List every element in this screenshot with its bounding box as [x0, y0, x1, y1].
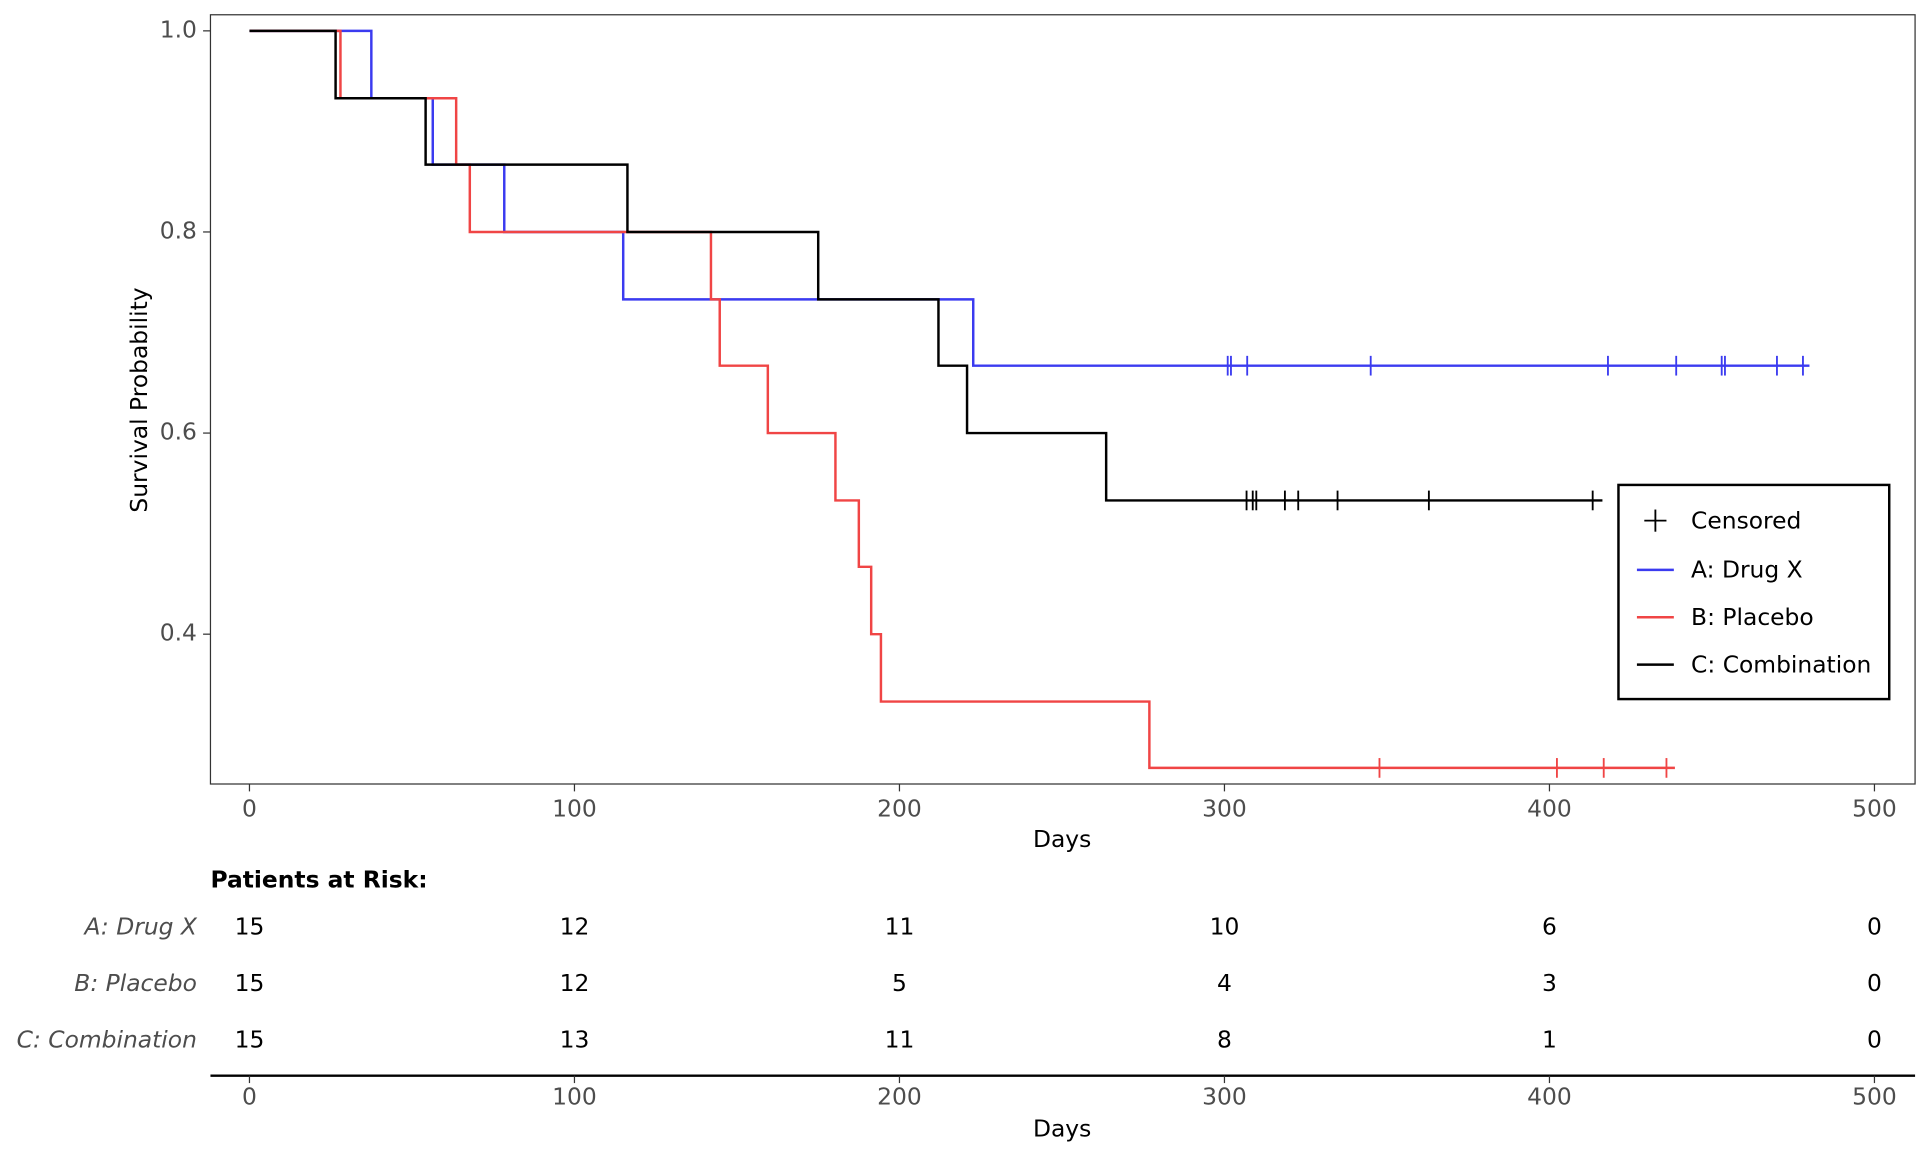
risk-count: 15	[235, 1026, 265, 1054]
legend-label: Censored	[1691, 506, 1801, 534]
risk-x-axis-label: Days	[1033, 1114, 1091, 1142]
risk-x-tick-label: 100	[552, 1082, 597, 1110]
y-tick-label: 1.0	[160, 15, 197, 43]
survival-curve	[249, 29, 1810, 367]
risk-count: 11	[885, 1026, 915, 1054]
survival-curve	[249, 29, 1603, 502]
risk-x-tick-label: 300	[1202, 1082, 1247, 1110]
legend-label: A: Drug X	[1691, 556, 1803, 584]
risk-row-label: C: Combination	[17, 1026, 197, 1054]
risk-count: 0	[1867, 913, 1882, 941]
risk-count: 8	[1217, 1026, 1232, 1054]
risk-table-title: Patients at Risk:	[210, 866, 427, 894]
risk-count: 12	[560, 969, 590, 997]
y-tick-label: 0.6	[160, 418, 197, 446]
risk-x-tick-label: 0	[242, 1082, 257, 1110]
risk-count: 15	[235, 969, 265, 997]
risk-count: 11	[885, 913, 915, 941]
risk-row-label: B: Placebo	[74, 969, 197, 997]
risk-row-label: A: Drug X	[82, 913, 197, 941]
risk-count: 12	[560, 913, 590, 941]
y-axis-label: Survival Probability	[125, 287, 153, 512]
risk-count: 0	[1867, 1026, 1882, 1054]
y-tick-label: 0.8	[160, 216, 197, 244]
x-axis-label: Days	[1033, 825, 1091, 853]
risk-x-tick-label: 400	[1527, 1082, 1572, 1110]
risk-count: 5	[892, 969, 907, 997]
risk-count: 13	[560, 1026, 590, 1054]
x-tick-label: 0	[242, 794, 257, 822]
risk-count: 4	[1217, 969, 1232, 997]
risk-count: 3	[1542, 969, 1557, 997]
survival-curve	[249, 29, 1675, 770]
x-tick-label: 100	[552, 794, 597, 822]
y-tick-label: 0.4	[160, 619, 197, 647]
risk-count: 10	[1210, 913, 1240, 941]
plot-frame	[209, 14, 1916, 785]
x-tick-label: 400	[1527, 794, 1572, 822]
legend-label: C: Combination	[1691, 650, 1871, 678]
risk-x-tick-label: 500	[1852, 1082, 1897, 1110]
risk-count: 0	[1867, 969, 1882, 997]
x-tick-label: 500	[1852, 794, 1897, 822]
x-tick-label: 300	[1202, 794, 1247, 822]
risk-count: 6	[1542, 913, 1557, 941]
legend-label: B: Placebo	[1691, 603, 1814, 631]
x-tick-label: 200	[877, 794, 922, 822]
risk-count: 1	[1542, 1026, 1557, 1054]
risk-x-tick-label: 200	[877, 1082, 922, 1110]
risk-count: 15	[235, 913, 265, 941]
